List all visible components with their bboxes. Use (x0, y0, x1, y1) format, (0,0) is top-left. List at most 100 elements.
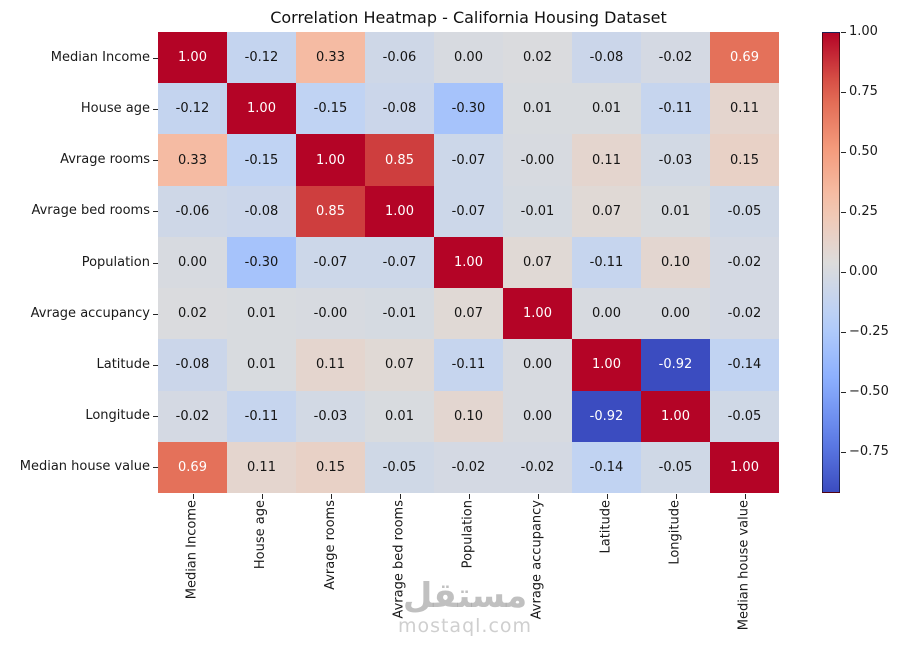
y-tick-mark (153, 160, 158, 161)
heatmap-cell: 0.00 (572, 288, 641, 340)
heatmap-cell: -0.03 (641, 134, 710, 186)
heatmap-cell: 0.15 (296, 441, 365, 493)
heatmap-cell: -0.05 (710, 185, 779, 237)
heatmap-cell: -0.05 (365, 441, 434, 493)
heatmap-cell: 0.00 (434, 32, 503, 84)
heatmap-cell: 1.00 (296, 134, 365, 186)
col-tick-label: Longitude (667, 500, 683, 565)
heatmap-cell: 0.07 (572, 185, 641, 237)
heatmap-cell: -0.08 (572, 32, 641, 84)
colorbar-tick-mark (841, 32, 846, 33)
heatmap-cell: -0.03 (296, 390, 365, 442)
heatmap-cell: -0.12 (227, 32, 296, 84)
y-tick-mark (153, 211, 158, 212)
heatmap-cell: 0.07 (503, 236, 572, 289)
y-tick-mark (153, 263, 158, 264)
x-tick-mark (400, 494, 401, 499)
heatmap-cell: -0.15 (227, 134, 296, 186)
heatmap-cell: -0.07 (296, 236, 365, 289)
colorbar-tick-label: −0.75 (849, 444, 889, 460)
col-tick-label: Avrage bed rooms (391, 500, 407, 619)
x-tick-mark (745, 494, 746, 499)
y-tick-mark (153, 467, 158, 468)
colorbar-tick-label: 0.25 (849, 204, 878, 220)
heatmap-cell: -0.02 (710, 288, 779, 340)
heatmap-cell: -0.14 (710, 339, 779, 391)
heatmap-cell: -0.01 (365, 288, 434, 340)
colorbar (822, 32, 840, 493)
x-tick-mark (676, 494, 677, 499)
heatmap-cell: -0.05 (641, 441, 710, 493)
heatmap-cell: -0.02 (710, 236, 779, 289)
colorbar-tick-label: 1.00 (849, 24, 878, 39)
heatmap-cell: -0.08 (365, 83, 434, 135)
colorbar-tick-mark (841, 212, 846, 213)
y-tick-mark (153, 365, 158, 366)
heatmap-cell: 0.02 (158, 288, 227, 340)
heatmap-cell: 0.00 (503, 339, 572, 391)
x-tick-mark (262, 494, 263, 499)
col-tick-label: Avrage rooms (322, 500, 338, 590)
heatmap-cell: 0.00 (158, 236, 227, 289)
heatmap-cell: 0.01 (365, 390, 434, 442)
colorbar-tick-mark (841, 92, 846, 93)
heatmap-cell: -0.02 (158, 390, 227, 442)
heatmap-cell: 0.01 (572, 83, 641, 135)
heatmap-cell: -0.00 (296, 288, 365, 340)
heatmap-cell: 1.00 (641, 390, 710, 442)
heatmap-cell: -0.02 (503, 441, 572, 493)
heatmap-cell: -0.12 (158, 83, 227, 135)
heatmap-cell: 0.11 (296, 339, 365, 391)
heatmap-cell: -0.15 (296, 83, 365, 135)
heatmap-cell: 0.01 (503, 83, 572, 135)
colorbar-tick-mark (841, 272, 846, 273)
row-tick-label: Avrage accupancy (30, 305, 150, 321)
heatmap-cell: 1.00 (434, 236, 503, 289)
x-tick-mark (538, 494, 539, 499)
x-tick-mark (193, 494, 194, 499)
heatmap-cell: 1.00 (227, 83, 296, 135)
heatmap-cell: 0.10 (641, 236, 710, 289)
heatmap-cell: 0.00 (503, 390, 572, 442)
heatmap-cell: 1.00 (710, 441, 779, 493)
heatmap-cell: -0.05 (710, 390, 779, 442)
x-tick-mark (607, 494, 608, 499)
heatmap-cell: 0.07 (365, 339, 434, 391)
heatmap-cell: -0.07 (434, 185, 503, 237)
heatmap-cell: -0.30 (434, 83, 503, 135)
row-tick-label: Longitude (85, 408, 150, 424)
heatmap-cell: 0.11 (710, 83, 779, 135)
heatmap-cell: 0.85 (365, 134, 434, 186)
colorbar-tick-label: 0.50 (849, 144, 878, 160)
heatmap-cell: 0.00 (641, 288, 710, 340)
heatmap-cell: -0.06 (158, 185, 227, 237)
heatmap-cell: -0.08 (227, 185, 296, 237)
colorbar-tick-label: −0.50 (849, 384, 889, 400)
col-tick-label: Median house value (736, 500, 752, 631)
heatmap-cell: -0.11 (641, 83, 710, 135)
colorbar-tick-label: −0.25 (849, 324, 889, 340)
heatmap-cell: -0.08 (158, 339, 227, 391)
heatmap-cell: -0.30 (227, 236, 296, 289)
heatmap-cell: -0.06 (365, 32, 434, 84)
heatmap-cell: 0.11 (227, 441, 296, 493)
heatmap-cell: 1.00 (503, 288, 572, 340)
heatmap-grid: 1.00 -0.12 0.33 -0.06 0.00 0.02 -0.08 -0.02 0.69… (158, 32, 779, 493)
row-tick-label: Median Income (50, 49, 150, 65)
heatmap-cell: 0.11 (572, 134, 641, 186)
heatmap-cell: 1.00 (572, 339, 641, 391)
heatmap-cell: -0.01 (503, 185, 572, 237)
heatmap-cell: 1.00 (365, 185, 434, 237)
col-tick-label: Latitude (598, 500, 614, 554)
heatmap-cell: -0.11 (227, 390, 296, 442)
heatmap-cell: -0.02 (434, 441, 503, 493)
y-tick-mark (153, 314, 158, 315)
row-tick-label: Latitude (96, 356, 150, 372)
row-tick-label: House age (80, 100, 150, 116)
colorbar-tick-mark (841, 332, 846, 333)
row-tick-label: Population (81, 254, 150, 270)
colorbar-tick-mark (841, 452, 846, 453)
y-tick-mark (153, 109, 158, 110)
y-tick-mark (153, 416, 158, 417)
